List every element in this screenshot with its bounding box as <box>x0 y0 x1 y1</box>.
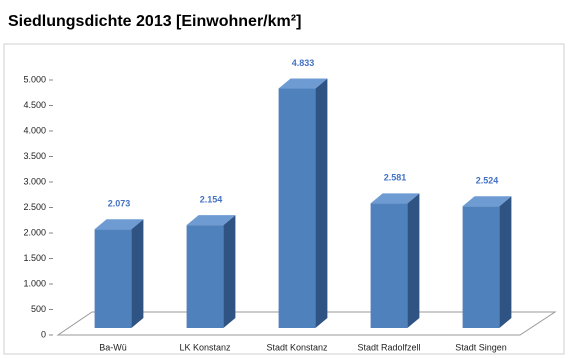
x-tick-label: Stadt Konstanz <box>266 342 328 352</box>
bar-side <box>407 193 420 328</box>
value-label: 2.154 <box>200 195 223 205</box>
x-tick-label: Stadt Radolfzell <box>357 342 420 352</box>
bar-top <box>186 215 236 226</box>
bar <box>186 225 224 328</box>
y-tick-label: 2.000 <box>23 227 46 237</box>
y-tick-label: 2.500 <box>23 202 46 212</box>
bar-top <box>370 193 420 204</box>
bar-side <box>499 196 512 328</box>
x-tick-label: Ba-Wü <box>99 342 127 352</box>
chart-title: Siedlungsdichte 2013 [Einwohner/km²] <box>8 13 301 30</box>
bar <box>462 206 500 328</box>
chart-frame <box>3 43 565 355</box>
bar-side <box>315 78 328 328</box>
y-tick-label: 1.000 <box>23 278 46 288</box>
y-tick-label: 4.000 <box>23 125 46 135</box>
y-tick-label: 500 <box>31 304 46 314</box>
bar-top <box>462 196 512 207</box>
bar <box>278 88 316 328</box>
value-label: 4.833 <box>292 58 315 68</box>
bar-side <box>223 215 236 328</box>
bar <box>370 203 408 328</box>
y-tick-label: 3.000 <box>23 176 46 186</box>
y-tick-label: 0 <box>41 329 46 339</box>
y-tick-label: 1.500 <box>23 253 46 263</box>
bar <box>94 229 132 328</box>
y-tick-label: 3.500 <box>23 151 46 161</box>
value-label: 2.524 <box>476 176 499 186</box>
value-label: 2.581 <box>384 173 407 183</box>
bar-top <box>94 219 144 230</box>
y-tick-label: 5.000 <box>23 74 46 84</box>
x-tick-label: LK Konstanz <box>179 342 231 352</box>
value-label: 2.073 <box>108 199 131 209</box>
x-tick-label: Stadt Singen <box>455 342 507 352</box>
y-tick-label: 4.500 <box>23 100 46 110</box>
bar-side <box>131 219 144 328</box>
bar-top <box>278 78 328 89</box>
